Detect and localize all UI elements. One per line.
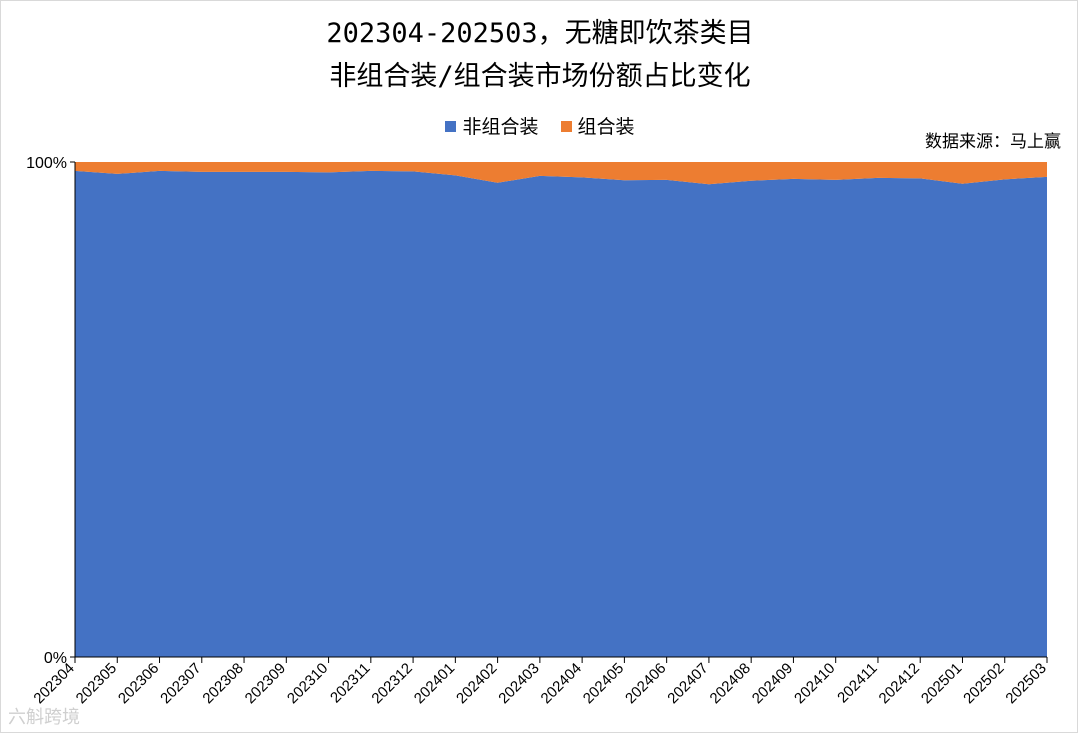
x-tick-label: 202403: [495, 660, 542, 707]
chart-title-line2: 非组合装/组合装市场份额占比变化: [329, 61, 751, 92]
x-tick-label: 202402: [453, 660, 500, 707]
x-tick-label: 202502: [960, 660, 1007, 707]
legend-label-bundle: 组合装: [577, 115, 635, 138]
x-tick-label: 202401: [411, 660, 458, 707]
x-tick-label: 202310: [284, 660, 331, 707]
x-tick-label: 202307: [157, 660, 204, 707]
x-tick-label: 202503: [1002, 660, 1049, 707]
x-tick-label: 202501: [918, 660, 965, 707]
watermark: 六斛跨境: [8, 707, 80, 728]
x-tick-label: 202412: [876, 660, 923, 707]
x-tick-label: 202404: [538, 660, 585, 707]
x-tick-label: 202409: [749, 660, 796, 707]
series-area-bundle: [75, 162, 1047, 185]
data-source-note: 数据来源：马上赢: [925, 132, 1061, 152]
legend-label-non-bundle: 非组合装: [462, 115, 539, 138]
x-tick-label: 202312: [368, 660, 415, 707]
legend-swatch-non-bundle: [445, 121, 457, 132]
x-tick-label: 202407: [664, 660, 711, 707]
x-tick-label: 202305: [73, 660, 120, 707]
legend-item-non-bundle: 非组合装: [445, 115, 538, 139]
y-tick-label: 0%: [44, 650, 67, 667]
x-tick-label: 202306: [115, 660, 162, 707]
x-tick-label: 202405: [580, 660, 627, 707]
series-area-non-bundle: [75, 170, 1047, 657]
chart-title-line1: 202304-202503，无糖即饮茶类目: [326, 18, 754, 49]
x-tick-label: 202311: [327, 660, 374, 707]
x-tick-label: 202406: [622, 660, 669, 707]
legend-swatch-bundle: [560, 121, 572, 132]
x-tick-label: 202410: [791, 660, 838, 707]
x-tick-label: 202411: [834, 660, 881, 707]
legend-item-bundle: 组合装: [560, 115, 635, 139]
x-tick-label: 202309: [242, 660, 289, 707]
x-tick-label: 202408: [707, 660, 754, 707]
x-tick-label: 202308: [199, 660, 246, 707]
legend: 非组合装 组合装: [0, 114, 1080, 139]
y-tick-label: 100%: [26, 155, 67, 172]
